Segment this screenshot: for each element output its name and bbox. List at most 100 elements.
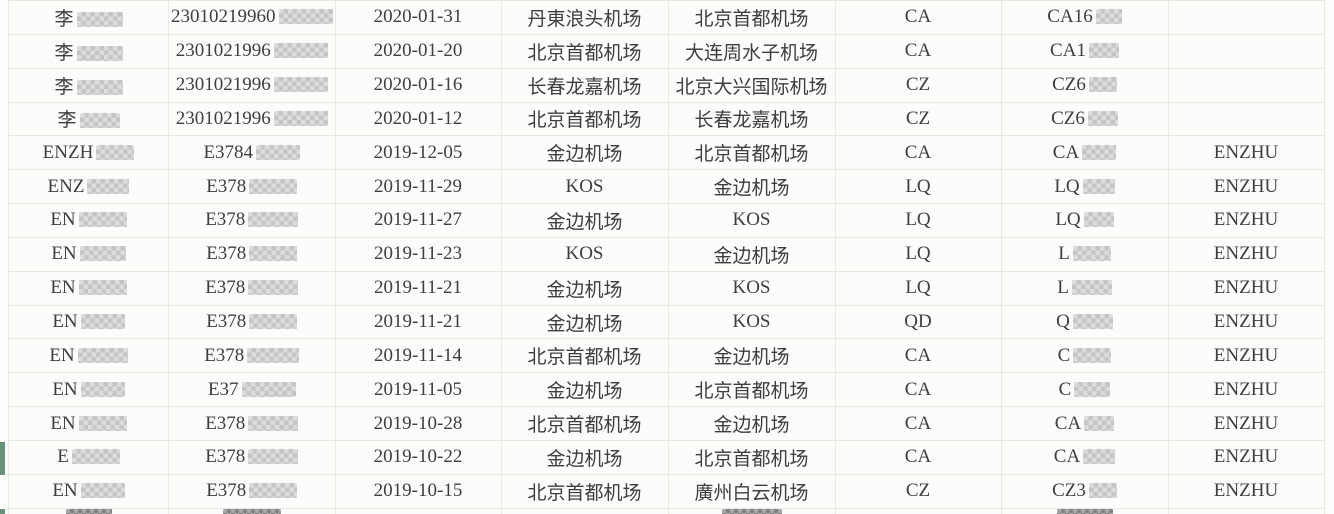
cell-airline-code[interactable]: CA [834, 439, 1002, 475]
cell-arrival-airport[interactable]: 北京首都机场 [667, 372, 836, 408]
cell-departure-airport[interactable]: 北京首都机场 [500, 101, 669, 137]
cell-name[interactable]: EN [8, 406, 169, 441]
cell-id-number[interactable]: E378 [168, 169, 336, 205]
cell-name-en[interactable] [1167, 101, 1325, 137]
cell-flight-number[interactable]: CZ6 [1000, 101, 1169, 137]
cell-name[interactable]: EN [8, 270, 169, 306]
cell-departure-airport[interactable]: 金边机场 [500, 439, 669, 475]
cell-name-en[interactable]: ENZHU [1167, 270, 1325, 306]
cell-id-number[interactable]: 2301021996 [168, 101, 336, 137]
cell-name[interactable]: EN [8, 372, 169, 408]
cell-flight-number[interactable]: CA [1000, 439, 1169, 475]
cell-flight-number[interactable]: CZ6 [1000, 67, 1169, 103]
cell-airline-code[interactable]: LQ [834, 203, 1002, 238]
cell-id-number[interactable]: E378 [168, 203, 336, 238]
cell-name-en[interactable] [1167, 507, 1325, 514]
cell-name[interactable] [8, 507, 169, 514]
cell-arrival-airport[interactable]: 长春龙嘉机场 [667, 101, 836, 137]
cell-name[interactable]: 李 [8, 67, 169, 103]
cell-airline-code[interactable]: LQ [834, 169, 1002, 205]
cell-arrival-airport[interactable]: KOS [667, 203, 836, 238]
cell-id-number[interactable]: E378 [168, 304, 336, 340]
cell-flight-date[interactable]: 2019-12-05 [334, 135, 502, 171]
cell-departure-airport[interactable]: 北京首都机场 [500, 33, 669, 69]
cell-airline-code[interactable]: CA [834, 0, 1002, 35]
cell-departure-airport[interactable]: KOS [500, 169, 669, 205]
cell-airline-code[interactable]: CA [834, 33, 1002, 69]
cell-id-number[interactable]: 2301021996 [168, 33, 336, 69]
cell-flight-date[interactable]: 2020-01-31 [334, 0, 502, 35]
cell-airline-code[interactable]: CA [834, 406, 1002, 441]
cell-airline-code[interactable]: CA [834, 372, 1002, 408]
cell-id-number[interactable]: E378 [168, 338, 336, 374]
cell-name[interactable]: ENZ [8, 169, 169, 205]
cell-airline-code[interactable]: LQ [834, 236, 1002, 272]
cell-departure-airport[interactable]: 北京首都机场 [500, 338, 669, 374]
cell-flight-number[interactable]: CA [1000, 406, 1169, 441]
cell-arrival-airport[interactable]: 北京大兴国际机场 [667, 67, 836, 103]
cell-name[interactable]: ENZH [8, 135, 169, 171]
cell-id-number[interactable]: E378 [168, 236, 336, 272]
cell-flight-date[interactable]: 2019-11-27 [334, 203, 502, 238]
cell-flight-date[interactable]: 2019-11-21 [334, 304, 502, 340]
cell-airline-code[interactable]: LQ [834, 270, 1002, 306]
cell-name-en[interactable] [1167, 33, 1325, 69]
cell-departure-airport[interactable]: 长春龙嘉机场 [500, 67, 669, 103]
cell-flight-number[interactable] [1000, 507, 1169, 514]
cell-departure-airport[interactable]: 丹東浪头机场 [500, 0, 669, 35]
cell-flight-date[interactable]: 2020-01-16 [334, 67, 502, 103]
cell-departure-airport[interactable]: 北京首都机场 [500, 406, 669, 441]
cell-airline-code[interactable] [834, 507, 1002, 514]
cell-flight-number[interactable]: CZ3 [1000, 473, 1169, 509]
cell-flight-number[interactable]: C [1000, 372, 1169, 408]
cell-flight-date[interactable]: 2020-01-12 [334, 101, 502, 137]
cell-name[interactable]: EN [8, 338, 169, 374]
cell-name-en[interactable]: ENZHU [1167, 236, 1325, 272]
cell-flight-number[interactable]: L [1000, 236, 1169, 272]
cell-airline-code[interactable]: CZ [834, 67, 1002, 103]
cell-name-en[interactable]: ENZHU [1167, 135, 1325, 171]
cell-departure-airport[interactable]: KOS [500, 236, 669, 272]
cell-flight-number[interactable]: LQ [1000, 203, 1169, 238]
cell-airline-code[interactable]: QD [834, 304, 1002, 340]
cell-flight-number[interactable]: CA16 [1000, 0, 1169, 35]
cell-arrival-airport[interactable] [667, 507, 836, 514]
cell-flight-date[interactable]: 2019-11-29 [334, 169, 502, 205]
cell-arrival-airport[interactable]: 金边机场 [667, 236, 836, 272]
cell-name-en[interactable] [1167, 67, 1325, 103]
cell-arrival-airport[interactable]: 金边机场 [667, 338, 836, 374]
cell-flight-date[interactable] [334, 507, 502, 514]
cell-flight-number[interactable]: CA1 [1000, 33, 1169, 69]
cell-arrival-airport[interactable]: 廣州白云机场 [667, 473, 836, 509]
cell-id-number[interactable]: 23010219960 [168, 0, 336, 35]
cell-flight-number[interactable]: CA [1000, 135, 1169, 171]
cell-flight-number[interactable]: LQ [1000, 169, 1169, 205]
cell-departure-airport[interactable]: 金边机场 [500, 372, 669, 408]
cell-name[interactable]: EN [8, 236, 169, 272]
cell-name-en[interactable]: ENZHU [1167, 304, 1325, 340]
cell-flight-date[interactable]: 2019-11-05 [334, 372, 502, 408]
cell-id-number[interactable]: E378 [168, 473, 336, 509]
cell-departure-airport[interactable]: 金边机场 [500, 304, 669, 340]
cell-id-number[interactable]: E378 [168, 406, 336, 441]
cell-flight-date[interactable]: 2019-10-22 [334, 439, 502, 475]
cell-name-en[interactable]: ENZHU [1167, 372, 1325, 408]
cell-name-en[interactable]: ENZHU [1167, 439, 1325, 475]
cell-departure-airport[interactable]: 金边机场 [500, 270, 669, 306]
cell-departure-airport[interactable] [500, 507, 669, 514]
cell-name[interactable]: 李 [8, 0, 169, 35]
cell-id-number[interactable]: 2301021996 [168, 67, 336, 103]
cell-name-en[interactable] [1167, 0, 1325, 35]
cell-departure-airport[interactable]: 金边机场 [500, 203, 669, 238]
cell-flight-number[interactable]: Q [1000, 304, 1169, 340]
cell-arrival-airport[interactable]: 大连周水子机场 [667, 33, 836, 69]
cell-flight-date[interactable]: 2020-01-20 [334, 33, 502, 69]
cell-flight-date[interactable]: 2019-11-23 [334, 236, 502, 272]
cell-flight-date[interactable]: 2019-10-28 [334, 406, 502, 441]
cell-airline-code[interactable]: CA [834, 338, 1002, 374]
cell-name[interactable]: EN [8, 203, 169, 238]
cell-name-en[interactable]: ENZHU [1167, 338, 1325, 374]
cell-arrival-airport[interactable]: 北京首都机场 [667, 135, 836, 171]
cell-arrival-airport[interactable]: KOS [667, 304, 836, 340]
cell-name[interactable]: E [8, 439, 169, 475]
